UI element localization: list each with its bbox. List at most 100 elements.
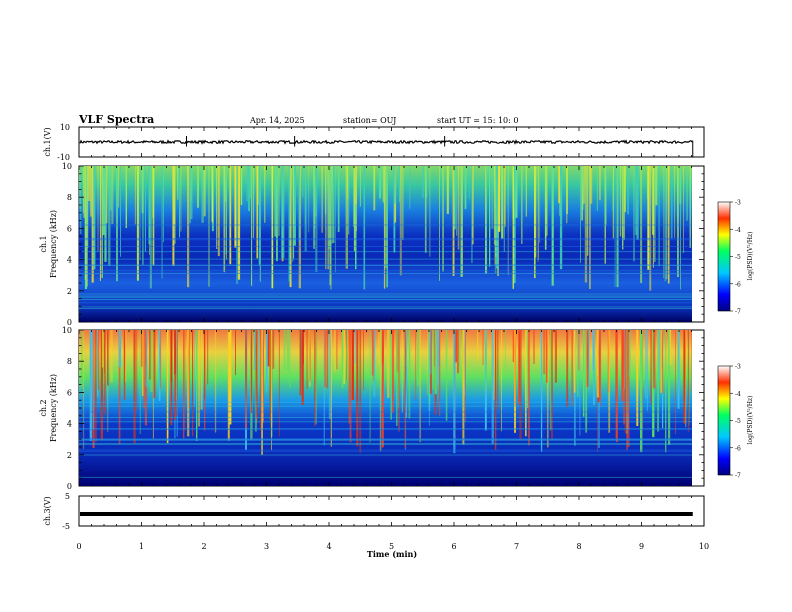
colorbar-ch2-tick-label: -5 [735,418,741,425]
spectrogram-ch2-streak-band [79,444,692,445]
spectrogram-ch2-streak [549,330,552,431]
spectrogram-ch1-streak [87,166,89,248]
spectrogram-ch1-streak-band [79,258,692,260]
spectrogram-ch2-streak [627,330,630,448]
spectrogram-ch2-streak [315,330,317,425]
x-tick-label: 0 [76,542,81,551]
spectrogram-ch2-streak [646,330,648,411]
spectrogram-ch2-streak [439,330,441,416]
spectrogram-ch1-streak-band [79,272,692,274]
spectrogram-ch2-streak [170,330,173,426]
spectrogram-ch1-streak [355,166,357,270]
spectrogram-ch2-streak [540,330,543,452]
spectrogram-ch1-streak [580,166,581,263]
colorbar-ch2-label: log(PSD)(V²/Hz) [747,396,754,445]
spectrogram-ch1-streak [587,166,589,256]
spectrogram-ch1-streak [89,166,92,217]
spectrogram-ch2-streak [405,330,407,367]
spectrogram-ch2-streak [582,330,585,417]
spectrogram-ch1-ylabel: ch.1Frequency (kHz) [39,210,58,278]
spectrogram-ch2-streak-band [79,450,692,452]
spectrogram-ch1-ytick-label: 0 [67,318,72,327]
spectrogram-ch2-streak [145,330,148,387]
spectrogram-ch2-streak [200,330,203,410]
spectrogram-ch2-streak [691,330,692,392]
spectrogram-ch1-streak [534,166,537,258]
spectrogram-ch1-streak-band [79,308,692,309]
spectrogram-ch2-ytick-label: 8 [67,357,72,366]
spectrogram-ch2-streak [554,330,557,383]
spectrogram-ch1-streak [99,166,101,281]
spectrogram-ch2-streak [207,330,209,385]
spectrogram-ch2-streak [227,330,230,441]
spectrogram-ch1-streak [142,166,144,265]
spectrogram-ch1-streak [512,166,514,289]
spectrogram-ch2-streak [430,330,432,375]
spectrogram-ch2-streak [343,330,345,385]
colorbar-ch2 [717,365,731,476]
spectrogram-ch1-streak-band [79,246,692,247]
spectrogram-ch1-streak [174,166,176,225]
spectrogram-ch1-streak [496,166,499,269]
spectrogram-ch2-ytick-label: 0 [67,482,72,491]
spectrogram-ch1-streak [298,166,301,242]
spectrogram-ch1-streak [246,166,248,202]
spectrogram-ch1-streak [491,166,494,229]
spectrogram-ch1-streak-band [79,306,692,308]
spectrogram-ch2-streak [300,330,303,394]
spectrogram-ch1-streak [148,166,151,245]
spectrogram-ch2-streak [272,330,275,369]
spectrogram-ch1-streak [422,166,424,198]
spectrogram-ch2-streak [657,330,660,432]
spectrogram-ch2-streak [97,330,100,390]
spectrogram-ch1-streak [664,166,666,282]
spectrogram-ch2-streak [250,330,253,414]
spectrogram-ch2-streak [615,330,617,439]
colorbar-ch2-tick-label: -4 [735,391,741,398]
colorbar-ch1-label: log(PSD)(V²/Hz) [747,232,754,281]
spectrogram-ch1-streak [442,166,444,272]
spectrogram-ch2-streak [283,330,286,371]
spectrogram-ch1-streak [663,166,665,279]
spectrogram-ch1-streak [558,166,561,204]
spectrogram-ch1-streak [248,166,250,212]
spectrogram-ch1-streak-band [79,238,692,239]
spectrogram-ch1-streak [655,166,658,206]
spectrogram-ch2-streak [347,330,348,376]
spectrogram-ch1-streak [134,166,136,225]
colorbar-ch1-tick-label: -4 [735,227,741,234]
spectrogram-ch2-streak [445,330,448,421]
spectrogram-ch1-streak [614,166,616,287]
spectrogram-ch2-streak [504,330,506,369]
colorbar-ch2-tick-label: -7 [735,473,741,480]
spectrogram-ch1-streak [333,166,335,243]
spectrogram-ch2-streak [299,330,302,396]
spectrogram-ch1-streak [446,166,449,214]
spectrogram-ch1-streak [187,166,190,288]
spectrogram-ch1-streak [507,166,509,276]
spectrogram-ch1-streak [345,166,348,269]
x-tick-label: 2 [201,542,206,551]
spectrogram-ch2-streak [143,330,146,409]
spectrogram-ch2-streak [415,330,417,400]
spectrogram-ch1-streak [544,166,547,250]
spectrogram-ch2-ytick-label: 10 [62,326,72,335]
spectrogram-ch2-streak [334,330,336,372]
spectrogram-ch1-streak [304,166,307,252]
spectrogram-ch1-streak [258,166,261,266]
spectrogram-ch1-streak [424,166,427,253]
spectrogram-ch1-streak [116,166,118,282]
spectrogram-ch2-streak [187,330,190,437]
spectrogram-ch1-streak [633,166,635,262]
colorbar-ticks: -3 -4 -5 -6 -7 -3 -4 -5 -6 -7 [730,200,741,480]
spectrogram-ch1-streak [271,166,274,289]
spectrogram-ch2-streak [494,330,497,450]
spectrogram-ch1-streak [201,166,204,223]
spectrogram-ch2-streak [289,330,291,388]
spectrogram-ch2-streak [624,330,626,433]
spectrogram-ch1-streaks [79,166,692,309]
spectrogram-ch2-streak [661,330,663,394]
spectrogram-ch1-streak [329,166,331,263]
spectrogram-ch1-streak [108,166,111,266]
spectrogram-ch1-streak [347,166,349,199]
